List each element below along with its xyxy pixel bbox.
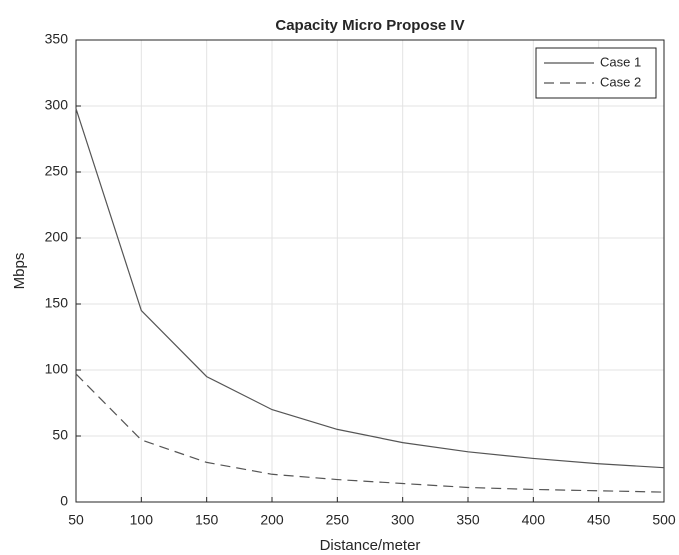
y-tick-label: 250 <box>45 163 69 179</box>
y-axis-label: Mbps <box>11 253 28 290</box>
x-tick-label: 250 <box>326 512 350 528</box>
legend-box <box>535 47 657 99</box>
plot-frame <box>75 39 665 503</box>
x-tick-label: 300 <box>391 512 415 528</box>
x-tick-label: 400 <box>522 512 546 528</box>
y-tick-label: 200 <box>45 229 69 245</box>
x-tick-label: 100 <box>130 512 154 528</box>
series-line <box>75 373 665 493</box>
legend-label: Case 2 <box>600 74 641 89</box>
x-tick-label: 150 <box>195 512 219 528</box>
y-tick-label: 150 <box>45 295 69 311</box>
x-tick-label: 350 <box>456 512 480 528</box>
y-tick-label: 50 <box>52 427 68 443</box>
x-tick-label: 200 <box>260 512 284 528</box>
series-line <box>75 108 665 469</box>
chart-title: Capacity Micro Propose IV <box>275 17 464 34</box>
x-tick-label: 450 <box>587 512 611 528</box>
x-axis-label: Distance/meter <box>320 537 421 554</box>
x-tick-label: 50 <box>68 512 84 528</box>
x-tick-label: 500 <box>652 512 676 528</box>
y-tick-label: 100 <box>45 361 69 377</box>
legend-label: Case 1 <box>600 54 641 69</box>
y-tick-label: 350 <box>45 31 69 47</box>
y-tick-label: 300 <box>45 97 69 113</box>
y-tick-label: 0 <box>60 493 68 509</box>
